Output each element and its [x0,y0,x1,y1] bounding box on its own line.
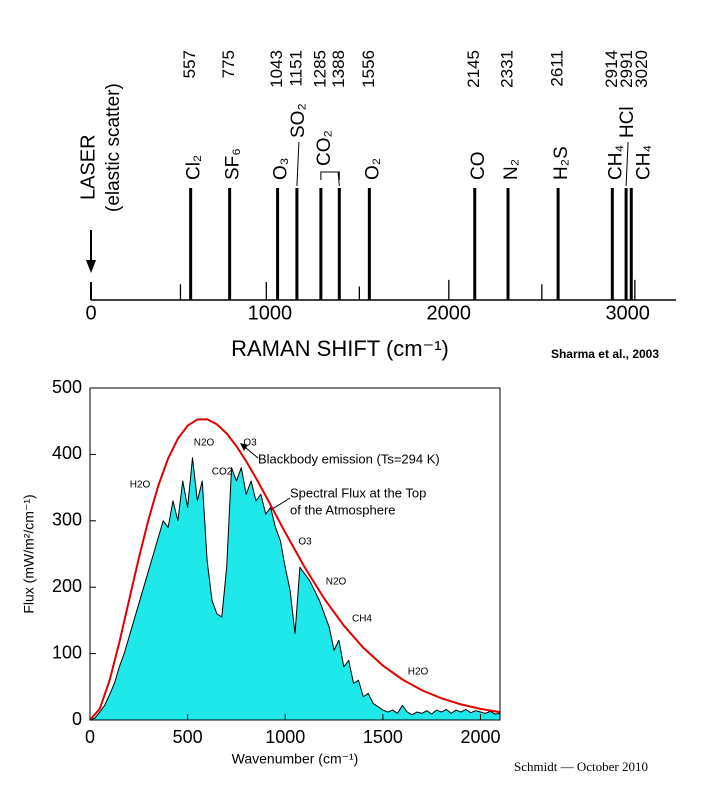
blackbody-line [89,418,501,721]
y-tick-label: 100 [52,642,82,662]
x-tick-label: 1000 [248,302,293,324]
x-tick-label: 0 [85,727,95,747]
x-tick-label: 2000 [427,302,472,324]
peak-position: 2331 [497,50,516,88]
peak-label: O₂ [362,158,383,180]
y-tick-label: 300 [52,510,82,530]
peak-label: CO [468,152,489,181]
annotation: Blackbody emission (Ts=294 K) [258,451,440,466]
peak-label: Cl₂ [184,155,205,180]
annotation: N2O [194,438,215,449]
x-axis-label: Wavenumber (cm⁻¹) [232,751,359,767]
peak-position: 1556 [359,50,378,88]
peak-position: 1043 [267,50,286,88]
bracket [320,171,340,187]
peak-label: H₂S [551,146,572,180]
laser-label: LASER [77,134,99,200]
annotation: Spectral Flux at the Top [290,485,426,500]
plot-frame [89,387,501,721]
peak-position: 557 [180,50,199,78]
laser-label: (elastic scatter) [103,83,124,212]
x-tick-label: 3000 [605,302,650,324]
annotation: of the Atmosphere [290,502,396,517]
peak-label: CH₄ [633,145,654,180]
peak-position: 1285 [310,50,329,88]
source: Sharma et al., 2003 [551,347,659,361]
x-tick-label: 2000 [460,727,500,747]
x-axis-label: RAMAN SHIFT (cm⁻¹) [231,336,449,361]
peak-position: 2611 [548,50,567,87]
annotation: H2O [130,480,151,491]
leader-line [625,141,629,187]
annotation: O3 [243,438,257,449]
x-tick-label: 1500 [363,727,403,747]
y-tick-label: 0 [72,709,82,729]
annotation: CO2 [212,467,233,478]
laser-arrowhead [86,260,96,273]
flux-area [89,457,501,721]
peak-label: SO₂ [288,103,309,138]
annotation: N2O [326,577,347,588]
peak-label: SF₆ [223,148,244,180]
x-tick-label: 0 [85,302,96,324]
peak-label: N₂ [501,159,522,180]
peak-position: 3020 [632,50,651,88]
y-tick-label: 200 [52,576,82,596]
y-tick-label: 500 [52,377,82,397]
peak-position: 2991 [617,50,636,88]
credit: Schmidt — October 2010 [514,759,648,774]
leader-line [296,141,300,187]
arrowhead [240,443,248,451]
peak-label: O₃ [271,157,292,180]
peak-position: 1151 [286,50,305,87]
y-axis-label: Flux (mW/m²/cm⁻¹) [21,494,37,613]
peak-position: 2914 [602,50,621,88]
blackbody-arrow [245,447,259,459]
peak-position: 2145 [464,50,483,88]
peak-position: 775 [219,50,238,78]
peak-position: 1388 [329,50,348,88]
y-tick-label: 400 [52,443,82,463]
annotation: CH4 [352,614,372,625]
peak-label: HCl [617,106,638,138]
peak-label: CH₄ [605,145,626,180]
annotation: H2O [408,667,429,678]
peak-label: CO₂ [314,130,335,166]
x-tick-label: 500 [173,727,203,747]
annotation: O3 [298,537,312,548]
x-tick-label: 1000 [265,727,305,747]
